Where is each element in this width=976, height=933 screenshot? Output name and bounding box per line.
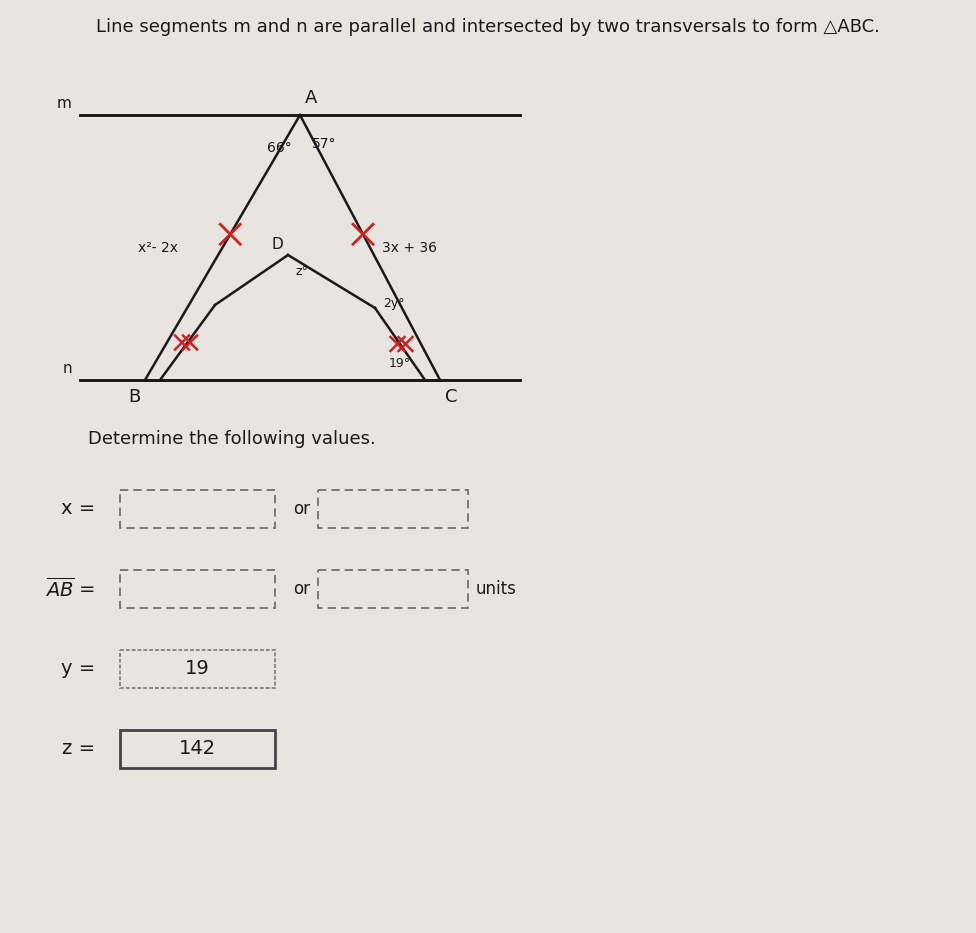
Bar xyxy=(120,490,275,528)
Bar xyxy=(120,570,275,608)
Text: $\overline{AB}$ =: $\overline{AB}$ = xyxy=(45,578,95,601)
Text: 3x + 36: 3x + 36 xyxy=(382,241,437,255)
Bar xyxy=(120,730,275,768)
Text: Determine the following values.: Determine the following values. xyxy=(88,430,376,448)
Text: z =: z = xyxy=(61,740,95,759)
Text: 19°: 19° xyxy=(389,357,411,370)
Text: or: or xyxy=(293,500,310,518)
Text: y =: y = xyxy=(61,660,95,678)
Text: x²- 2x: x²- 2x xyxy=(138,241,178,255)
Text: Line segments m and n are parallel and intersected by two transversals to form △: Line segments m and n are parallel and i… xyxy=(96,18,880,36)
Text: 57°: 57° xyxy=(312,137,337,151)
Text: m: m xyxy=(58,96,72,111)
Text: 66°: 66° xyxy=(267,141,292,155)
Text: 142: 142 xyxy=(179,740,216,759)
Text: 19: 19 xyxy=(185,660,210,678)
Text: z°: z° xyxy=(296,265,308,278)
Text: A: A xyxy=(305,89,317,107)
Text: C: C xyxy=(445,388,458,406)
Bar xyxy=(120,650,275,688)
Bar xyxy=(318,490,468,528)
Text: units: units xyxy=(476,580,517,598)
Text: 2y°: 2y° xyxy=(383,297,405,310)
Bar xyxy=(318,570,468,608)
Text: n: n xyxy=(62,361,72,376)
Text: D: D xyxy=(271,237,283,252)
Text: or: or xyxy=(293,580,310,598)
Text: B: B xyxy=(128,388,140,406)
Text: x =: x = xyxy=(61,499,95,519)
